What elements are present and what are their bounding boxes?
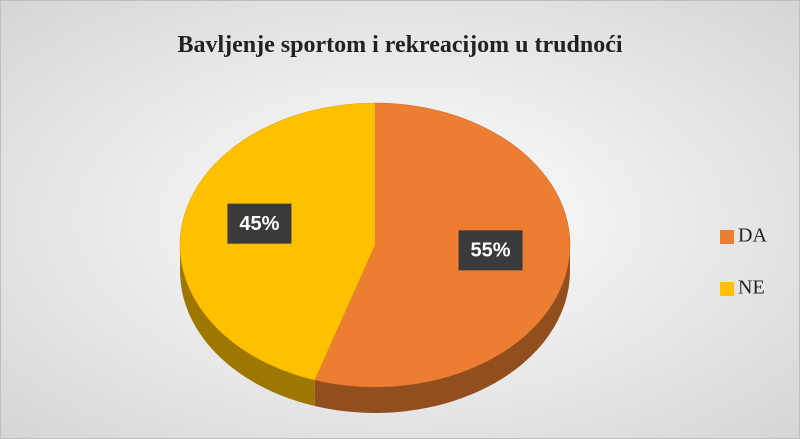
legend: DA NE bbox=[720, 225, 767, 299]
value-label: 55% bbox=[471, 240, 511, 262]
value-label-box bbox=[458, 230, 523, 271]
value-label: 45% bbox=[239, 213, 279, 235]
labels: 55% 45% bbox=[227, 203, 523, 271]
legend-label: DA bbox=[738, 225, 767, 247]
slice-side bbox=[180, 245, 315, 407]
chart-title: Bavljenje sportom i rekreacijom u trudno… bbox=[177, 32, 622, 58]
legend-label: NE bbox=[738, 277, 765, 299]
value-label-box bbox=[227, 203, 292, 244]
slice-side bbox=[314, 245, 570, 413]
legend-swatch bbox=[720, 230, 734, 244]
slice bbox=[314, 102, 571, 388]
legend-swatch bbox=[720, 282, 734, 296]
